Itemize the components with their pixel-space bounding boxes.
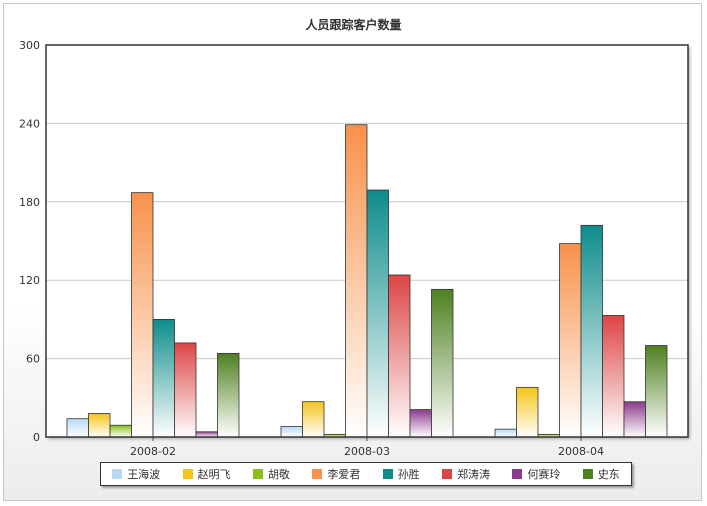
- legend-label: 胡敬: [267, 468, 290, 481]
- legend-label: 赵明飞: [197, 468, 231, 481]
- bar-2008-03-王海波[interactable]: [280, 426, 303, 438]
- legend-item[interactable]: 何赛玲: [512, 466, 560, 482]
- legend-swatch: [312, 469, 323, 479]
- bar-2008-04-孙胜[interactable]: [580, 224, 603, 438]
- y-tick-label: 120: [19, 274, 40, 287]
- bar-2008-03-孙胜[interactable]: [366, 189, 389, 438]
- bar-2008-04-史东[interactable]: [645, 345, 668, 438]
- x-tick-label: 2008-03: [344, 445, 390, 458]
- bar-2008-04-王海波[interactable]: [494, 428, 517, 438]
- legend-item[interactable]: 史东: [582, 466, 620, 482]
- legend-swatch: [182, 469, 193, 479]
- bar-2008-02-孙胜[interactable]: [152, 318, 175, 438]
- y-tick-label: 240: [19, 117, 40, 130]
- y-tick-label: 300: [19, 39, 40, 52]
- bar-2008-02-胡敬[interactable]: [109, 424, 132, 438]
- legend-item[interactable]: 李爱君: [312, 466, 360, 482]
- x-tick-label: 2008-02: [130, 445, 176, 458]
- y-tick-label: 180: [19, 196, 40, 209]
- x-tick-label: 2008-04: [558, 445, 604, 458]
- legend-label: 何赛玲: [527, 468, 561, 481]
- legend-swatch: [512, 469, 523, 479]
- bar-2008-03-史东[interactable]: [431, 288, 454, 438]
- bar-2008-02-赵明飞[interactable]: [88, 413, 111, 438]
- legend-item[interactable]: 王海波: [112, 466, 160, 482]
- bar-2008-02-李爱君[interactable]: [131, 192, 154, 438]
- bar-2008-04-李爱君[interactable]: [559, 243, 582, 438]
- chart-title: 人员跟踪客户数量: [305, 18, 402, 32]
- bar-2008-02-何赛玲[interactable]: [195, 431, 218, 438]
- legend-label: 史东: [597, 468, 620, 481]
- legend-label: 郑涛涛: [457, 468, 491, 481]
- bar-2008-03-李爱君[interactable]: [345, 124, 368, 438]
- legend-item[interactable]: 孙胜: [382, 466, 420, 482]
- legend-label: 孙胜: [397, 468, 420, 481]
- legend-swatch: [382, 469, 393, 479]
- bar-2008-04-郑涛涛[interactable]: [602, 315, 625, 438]
- legend-swatch: [582, 469, 593, 479]
- legend-label: 李爱君: [327, 468, 361, 481]
- bar-2008-04-何赛玲[interactable]: [623, 401, 646, 438]
- legend-item[interactable]: 郑涛涛: [442, 466, 490, 482]
- legend-swatch: [112, 469, 123, 479]
- y-tick-label: 0: [33, 431, 40, 444]
- bar-2008-03-郑涛涛[interactable]: [388, 274, 411, 438]
- legend-swatch: [442, 469, 453, 479]
- y-tick-label: 60: [26, 353, 40, 366]
- bar-2008-02-郑涛涛[interactable]: [174, 342, 197, 438]
- bar-2008-03-何赛玲[interactable]: [409, 409, 432, 438]
- legend-item[interactable]: 胡敬: [252, 466, 290, 482]
- bar-2008-02-王海波[interactable]: [66, 418, 89, 438]
- legend-swatch: [252, 469, 263, 479]
- bar-2008-03-赵明飞[interactable]: [302, 401, 325, 438]
- chart-legend: 王海波 赵明飞 胡敬 李爱君 孙胜 郑涛涛 何赛玲 史东: [100, 462, 632, 486]
- legend-label: 王海波: [127, 468, 161, 481]
- bar-2008-04-赵明飞[interactable]: [516, 386, 539, 438]
- legend-item[interactable]: 赵明飞: [182, 466, 231, 482]
- bar-2008-02-史东[interactable]: [217, 352, 240, 438]
- plot-border: [45, 44, 689, 438]
